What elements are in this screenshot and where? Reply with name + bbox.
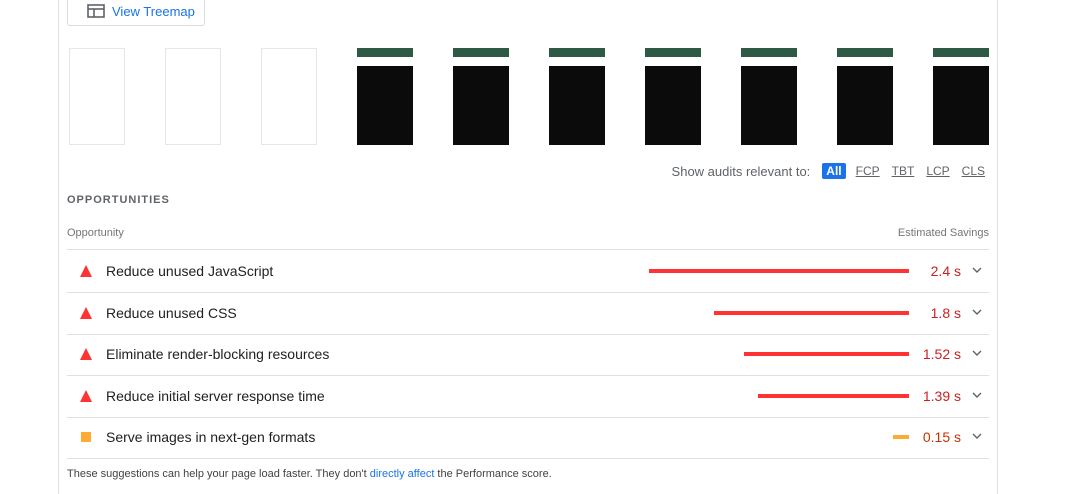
savings-value: 0.15 s [922,429,961,445]
opportunity-row[interactable]: Eliminate render-blocking resources 1.52 … [67,334,989,376]
savings-bar [758,393,909,398]
opportunity-title: Reduce unused JavaScript [106,263,274,279]
filmstrip-frame [645,48,701,145]
expand-chevron[interactable] [972,308,982,316]
filmstrip-frame [165,48,221,145]
treemap-label: View Treemap [112,4,195,19]
opportunity-title: Eliminate render-blocking resources [106,346,330,362]
expand-chevron[interactable] [972,432,982,440]
filmstrip-frame [261,48,317,145]
opportunity-row[interactable]: Reduce initial server response time 1.39 … [67,376,989,418]
filmstrip-frame [357,48,413,145]
filter-option[interactable]: All [822,163,846,179]
table-header: Opportunity Estimated Savings [67,227,989,250]
savings-bar [713,310,909,315]
expand-chevron[interactable] [972,349,982,357]
filter-option[interactable]: CLS [961,164,985,178]
filmstrip-frame [69,48,125,145]
filmstrip-frame [453,48,509,145]
treemap-icon [87,4,105,18]
filmstrip-frame [549,48,605,145]
savings-value: 2.4 s [930,263,961,279]
severity-icon [80,389,92,402]
audit-card: View Treemap Show audits relevant to: Al… [58,0,998,494]
opportunity-title: Serve images in next-gen formats [106,429,316,445]
footer-link[interactable]: directly affect [369,468,435,480]
filmstrip-frame [933,48,989,145]
savings-bar [892,435,909,439]
filter-option[interactable]: FCP [855,164,880,178]
opportunity-row[interactable]: Reduce unused CSS 1.8 s [67,293,989,335]
severity-icon [80,348,92,360]
savings-value: 1.8 s [930,304,961,321]
column-header: Estimated Savings [897,227,989,239]
savings-value: 1.52 s [922,346,961,362]
filmstrip [69,48,999,145]
footer-text: the Performance score. [434,468,552,480]
savings-bar [648,269,909,273]
opportunity-title: Reduce initial server response time [106,387,325,404]
opportunity-row[interactable]: Serve images in next-gen formats 0.15 s [67,417,989,459]
filmstrip-frame [741,48,797,145]
severity-icon [80,265,92,277]
savings-value: 1.39 s [922,387,961,404]
expand-chevron[interactable] [972,391,982,399]
filter-label: Show audits relevant to: [671,163,811,179]
severity-icon [81,432,91,442]
footer-note: These suggestions can help your page loa… [67,468,552,480]
filmstrip-frame [837,48,893,145]
filter-option[interactable]: TBT [891,164,915,178]
expand-chevron[interactable] [972,266,982,274]
severity-icon [80,306,92,319]
opportunity-row[interactable]: Reduce unused JavaScript 2.4 s [67,251,989,293]
filter-option[interactable]: LCP [926,164,950,178]
footer-text: These suggestions can help your page loa… [67,468,370,480]
column-header: Opportunity [67,227,124,239]
section-title: OPPORTUNITIES [67,194,170,206]
opportunity-title: Reduce unused CSS [106,304,237,321]
view-treemap-button[interactable]: View Treemap [67,0,205,26]
savings-bar [744,352,909,356]
audit-filter: Show audits relevant to: All FCP TBT LCP CLS [672,163,987,179]
